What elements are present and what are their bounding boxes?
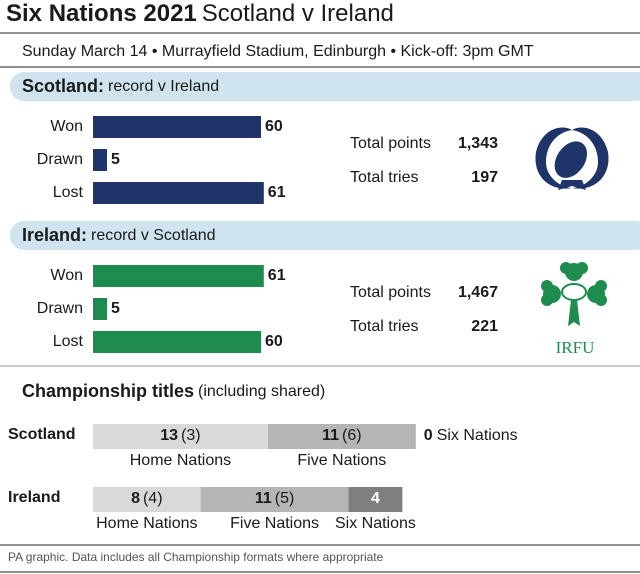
header-band	[10, 72, 640, 101]
heading: record v Ireland	[108, 78, 219, 95]
header: Scotland: record v Ireland	[22, 76, 219, 96]
header-band	[10, 221, 640, 250]
series-name: Home Nations	[96, 515, 197, 532]
value-label: 60	[265, 118, 283, 135]
series-name: Five Nations	[297, 452, 386, 469]
segment	[93, 487, 201, 512]
bar	[93, 265, 264, 287]
stat-value: 1,467	[458, 284, 498, 301]
segment	[200, 487, 349, 512]
category-label: Won	[50, 118, 83, 135]
value-label: 60	[265, 333, 283, 350]
subtitle: (including shared)	[198, 383, 325, 400]
header: Ireland: record v Scotland	[22, 225, 216, 245]
section-title: Championship titles (including shared)	[22, 381, 325, 401]
segment-value: 0	[424, 427, 433, 444]
segment-label: 4	[371, 490, 380, 507]
bar	[93, 298, 107, 320]
shared-label: (3)	[181, 427, 201, 444]
series-name: Six Nations	[335, 515, 416, 532]
segment	[93, 424, 268, 449]
row-label: Scotland	[8, 426, 76, 443]
stat-label: Total tries	[350, 318, 418, 335]
segment-value: 13	[160, 427, 178, 444]
shared-label: (5)	[275, 490, 295, 507]
bar	[93, 149, 107, 171]
row-label: Ireland	[8, 489, 60, 506]
stat-value: 1,343	[458, 135, 498, 152]
logo-text: IRFU	[556, 338, 595, 357]
stat-label: Total points	[350, 284, 431, 301]
stat-value: 197	[471, 169, 498, 186]
stat-label: Total points	[350, 135, 431, 152]
footer: PA graphic. Data includes all Championsh…	[8, 550, 384, 564]
title-line: Six Nations 2021 Scotland v Ireland	[6, 0, 394, 27]
series-name: Six Nations	[437, 427, 518, 444]
category-label: Won	[50, 267, 83, 284]
bar	[93, 116, 261, 138]
bar	[93, 331, 261, 353]
title: Championship titles	[22, 381, 194, 401]
team: Scotland:	[22, 76, 104, 96]
series-name: Five Nations	[230, 515, 319, 532]
value-label: 5	[111, 151, 120, 168]
zero-label: 0 Six Nations	[424, 427, 518, 444]
ireland-logo	[541, 262, 607, 326]
series-name: Home Nations	[130, 452, 231, 469]
value-label: 61	[268, 184, 286, 201]
team: Ireland:	[22, 225, 87, 245]
segment-value: 8	[131, 490, 140, 507]
heading: record v Scotland	[91, 227, 216, 244]
stat-label: Total tries	[350, 169, 418, 186]
category-label: Lost	[53, 333, 84, 350]
segment	[267, 424, 416, 449]
shared-label: (4)	[143, 490, 163, 507]
scotland-logo	[535, 127, 609, 190]
subtitle: Scotland v Ireland	[202, 0, 394, 27]
value-label: 61	[268, 267, 286, 284]
segment	[348, 487, 403, 512]
category-label: Drawn	[37, 151, 83, 168]
shared-label: (6)	[342, 427, 362, 444]
segment-label: 13 (3)	[160, 427, 200, 444]
segment-value: 11	[322, 427, 339, 444]
category-label: Drawn	[37, 300, 83, 317]
segment-value: 4	[371, 490, 380, 507]
segment-label: 11 (6)	[322, 427, 361, 444]
segment-label: 11 (5)	[255, 490, 294, 507]
bar	[93, 182, 264, 204]
value-label: 5	[111, 300, 120, 317]
segment-value: 11	[255, 490, 272, 507]
segment-label: 8 (4)	[131, 490, 162, 507]
title: Six Nations 2021	[6, 0, 197, 27]
match-info: Sunday March 14 • Murrayfield Stadium, E…	[22, 43, 534, 60]
category-label: Lost	[53, 184, 84, 201]
stat-value: 221	[471, 318, 498, 335]
